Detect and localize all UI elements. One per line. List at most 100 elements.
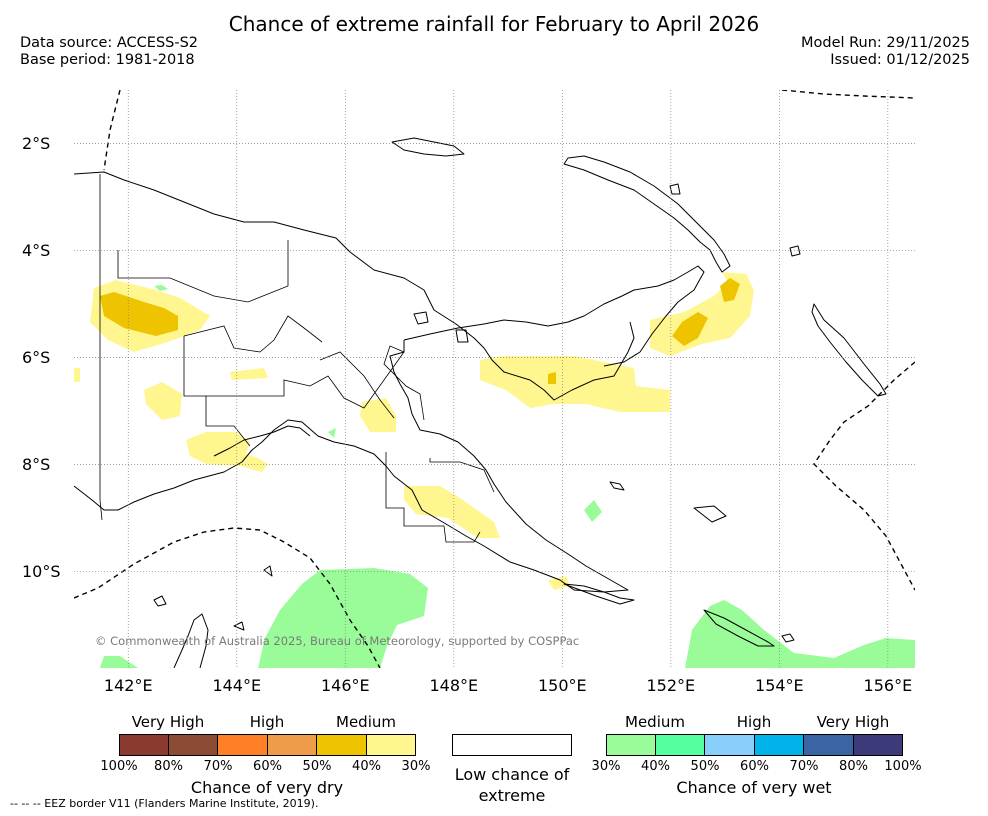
- model-run: Model Run: 29/11/2025: [800, 35, 970, 51]
- legend-wet-category: High: [736, 713, 772, 731]
- legend-dry-swatch: [267, 734, 317, 756]
- dry-region-edge: [74, 368, 80, 382]
- coast-cape-york: [173, 613, 209, 668]
- dry-region-gulf: [186, 432, 268, 472]
- dry-region-new-ireland-core: [720, 278, 740, 302]
- legend-dry-swatch: [317, 734, 367, 756]
- eez-west: [103, 90, 121, 171]
- coast-goodenough: [693, 505, 727, 523]
- data-source: Data source: ACCESS-S2: [20, 35, 199, 51]
- dry-region-central: [480, 356, 670, 412]
- graticule: [74, 90, 915, 668]
- copyright-note: © Commonwealth of Australia 2025, Bureau…: [95, 634, 580, 648]
- legend-dry-category: Very High: [131, 713, 205, 731]
- legend-dry-percent-label: 50%: [302, 759, 332, 774]
- coast-louisiade: [563, 583, 635, 605]
- legend-wet-percent-label: 60%: [740, 759, 769, 774]
- legend-wet-percent-label: 80%: [839, 759, 868, 774]
- map-title: Chance of extreme rainfall for February …: [228, 12, 760, 36]
- wet-region-solomon-sea: [685, 600, 915, 668]
- coast-fly-delta: [213, 425, 311, 457]
- coast-umboi: [413, 311, 429, 325]
- longitude-label: 154°E: [755, 676, 804, 695]
- rainfall-map: [74, 90, 915, 668]
- coast-woodlark: [781, 633, 795, 643]
- dry-region-southeast: [404, 486, 500, 538]
- dry-region-highlands: [230, 368, 268, 380]
- legend-dry-percent-label: 60%: [253, 759, 282, 774]
- latitude-label: 6°S: [22, 347, 51, 367]
- eez-east: [813, 361, 915, 591]
- border-west-sepik: [117, 240, 289, 303]
- legend-wet-swatch: [754, 734, 804, 756]
- dry-region-fly-south: [144, 382, 182, 420]
- legend-wet-caption: Chance of very wet: [676, 778, 832, 797]
- legend-wet-percent-label: 50%: [690, 759, 720, 774]
- longitude-label: 148°E: [429, 676, 479, 695]
- dry-region-owen: [360, 398, 396, 432]
- dry-region-new-britain-core: [672, 312, 708, 346]
- legend-wet-swatch: [655, 734, 705, 756]
- eez-borders: [74, 90, 915, 668]
- wet-regions: [100, 285, 915, 668]
- latitude-label: 8°S: [22, 454, 51, 474]
- wet-region-fly: [154, 285, 168, 291]
- legend-wet-swatch: [853, 734, 903, 756]
- dry-region-west-core: [100, 292, 178, 336]
- legend-dry-category: High: [249, 713, 285, 731]
- legend-dry-swatch: [119, 734, 169, 756]
- longitude-label: 156°E: [863, 676, 913, 695]
- coast-torres-islands: [153, 565, 273, 631]
- dry-region-lae: [548, 576, 570, 590]
- latitude-label: 4°S: [22, 240, 51, 260]
- coast-manus: [391, 137, 465, 157]
- latitude-label: 10°S: [22, 561, 61, 581]
- wet-region-southwest: [100, 656, 138, 668]
- legend-wet-swatch: [804, 734, 854, 756]
- meta-right: Model Run: 29/11/2025 Issued: 01/12/2025: [801, 35, 970, 69]
- legend-wet-swatch: [606, 734, 656, 756]
- legend-dry-swatch: [366, 734, 416, 756]
- legend-dry-percent-label: 100%: [100, 759, 138, 774]
- border-morobe: [383, 345, 425, 421]
- border-enga: [183, 315, 323, 353]
- coast-bougainville: [811, 303, 887, 397]
- legend-wet-percent-label: 40%: [641, 759, 670, 774]
- legend-dry-swatch: [168, 734, 218, 756]
- border-gulf: [319, 351, 395, 419]
- dry-regions: [74, 272, 754, 590]
- legend-dry-swatch: [218, 734, 268, 756]
- border-oro: [385, 452, 481, 543]
- border-western: [183, 336, 251, 447]
- legend-wet-percent-label: 100%: [884, 759, 922, 774]
- eez-south-west: [74, 527, 381, 668]
- longitude-label: 152°E: [646, 676, 696, 695]
- base-period: Base period: 1981-2018: [20, 52, 195, 68]
- wet-region-small: [328, 428, 336, 438]
- provincial-borders: [99, 174, 495, 543]
- legend-dry-percent-label: 30%: [401, 759, 431, 774]
- legend-neutral-caption: Low chance of extreme: [454, 765, 570, 805]
- border-highlands: [206, 351, 405, 409]
- legend-dry-category: Medium: [336, 713, 396, 731]
- meta-left: Data source: ACCESS-S2 Base period: 1981…: [20, 35, 198, 69]
- longitude-label: 146°E: [320, 676, 370, 695]
- longitude-label: 142°E: [103, 676, 153, 695]
- eez-north: [781, 90, 915, 99]
- legend-wet-percent-label: 70%: [789, 759, 819, 774]
- coast-kiriwina: [609, 481, 625, 491]
- coast-solomon-choiseul: [703, 609, 775, 647]
- legend-neutral-swatch: [452, 734, 572, 756]
- legend-dry-percent-label: 80%: [154, 759, 183, 774]
- legend-dry-percent-label: 70%: [203, 759, 233, 774]
- latitude-label: 2°S: [22, 133, 51, 153]
- border-png-indonesia: [99, 174, 103, 521]
- coast-new-guinea-south: [74, 340, 629, 593]
- legend-dry-caption: Chance of very dry: [190, 778, 344, 797]
- coast-nissan: [669, 183, 801, 257]
- coast-new-britain: [403, 265, 705, 367]
- longitude-label: 144°E: [212, 676, 262, 695]
- dry-region-central-core: [548, 372, 556, 384]
- legend-wet-percent-label: 30%: [591, 759, 621, 774]
- coast-new-ireland: [563, 155, 731, 273]
